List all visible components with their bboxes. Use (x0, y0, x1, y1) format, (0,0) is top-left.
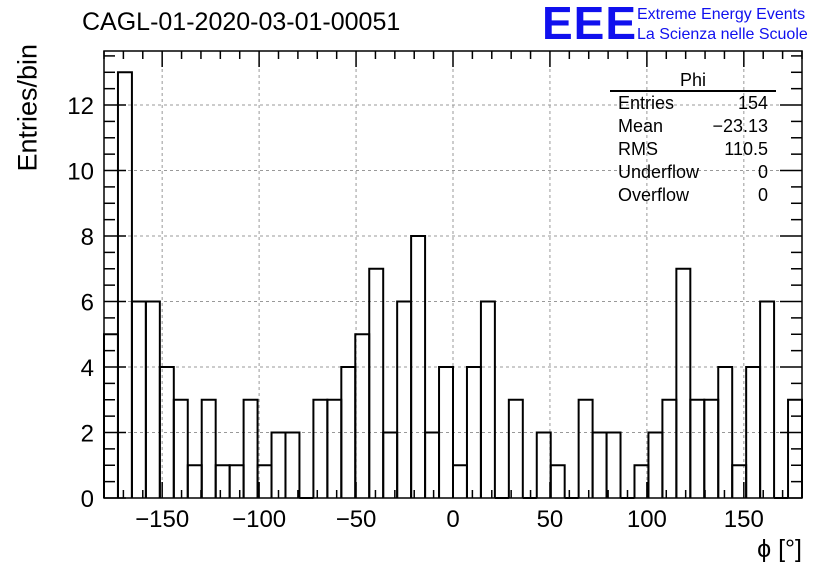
histogram-bin (200, 398, 217, 498)
stats-row-rms: RMS 110.5 (610, 138, 776, 161)
histogram-bin (717, 366, 734, 498)
histogram-bin (354, 333, 371, 498)
histogram-bin (703, 398, 720, 498)
histogram-bin (186, 464, 203, 498)
stats-value: 0 (757, 162, 768, 182)
histogram-bin (675, 267, 692, 498)
histogram-bin (284, 431, 301, 498)
histogram-bin (270, 431, 287, 498)
stats-row-underflow: Underflow 0 (610, 161, 776, 184)
histogram-bin (312, 398, 329, 498)
x-tick-label: 100 (627, 506, 667, 533)
x-tick-label: −150 (135, 506, 189, 533)
stats-label: RMS (618, 139, 658, 159)
histogram-bin (549, 464, 566, 498)
histogram-bin (130, 300, 147, 498)
stats-value: 0 (757, 185, 768, 205)
y-tick-label: 0 (81, 486, 94, 513)
histogram-bin (535, 431, 552, 498)
x-axis-label: ϕ [°] (757, 535, 802, 563)
histogram-bin (326, 398, 343, 498)
histogram-bin (172, 398, 189, 498)
eee-logo: EEE (542, 0, 638, 49)
stats-label: Mean (618, 116, 664, 136)
y-tick-label: 12 (67, 93, 94, 120)
stats-label: Entries (618, 93, 675, 113)
histogram-bin (591, 431, 608, 498)
histogram-bin (228, 464, 245, 498)
histogram-bin (689, 398, 706, 498)
histogram-bin (214, 464, 231, 498)
histogram-bin (116, 71, 133, 498)
stats-row-mean: Mean −23.13 (610, 115, 776, 138)
histogram-bin (661, 398, 678, 498)
histogram-bin (382, 431, 399, 498)
stats-value: 154 (737, 93, 768, 113)
stats-box: Phi Entries 154 Mean −23.13 RMS 110.5 Un… (610, 70, 776, 207)
histogram-bin (605, 431, 622, 498)
histogram-bin (438, 366, 454, 498)
x-tick-label: 0 (446, 506, 459, 533)
histogram-bin (144, 300, 161, 498)
y-tick-label: 6 (81, 290, 94, 317)
histogram-bin (424, 431, 441, 498)
stats-value: −23.13 (712, 116, 768, 136)
stats-row-overflow: Overflow 0 (610, 184, 776, 207)
logo-line-1: Extreme Energy Events (637, 6, 806, 23)
y-axis-label: Entries/bin (12, 43, 43, 172)
stats-row-entries: Entries 154 (610, 92, 776, 115)
logo-line-2: La Scienza nelle Scuole (637, 26, 808, 43)
y-tick-label: 10 (67, 159, 94, 186)
x-tick-label: −100 (232, 506, 286, 533)
y-tick-label: 8 (81, 224, 94, 251)
y-tick-label: 2 (81, 421, 94, 448)
stats-label: Overflow (618, 185, 690, 205)
chart-title: CAGL-01-2020-03-01-00051 (82, 8, 401, 36)
histogram-bin (452, 464, 468, 498)
histogram-bin (479, 300, 496, 498)
histogram-bin (759, 300, 776, 498)
histogram-bin (410, 235, 427, 498)
histogram-bin (340, 366, 357, 498)
x-tick-label: −50 (336, 506, 377, 533)
histogram-bin (577, 398, 594, 498)
x-tick-label: 150 (724, 506, 764, 533)
histogram-bin (368, 267, 385, 498)
stats-value: 110.5 (724, 139, 768, 159)
histogram-bin (242, 398, 259, 498)
histogram-bin (507, 398, 524, 498)
stats-box-title: Phi (610, 70, 776, 92)
x-tick-label: 50 (537, 506, 564, 533)
histogram-bin (647, 431, 664, 498)
histogram-bin (396, 300, 413, 498)
stats-label: Underflow (618, 162, 700, 182)
y-tick-label: 4 (81, 355, 94, 382)
